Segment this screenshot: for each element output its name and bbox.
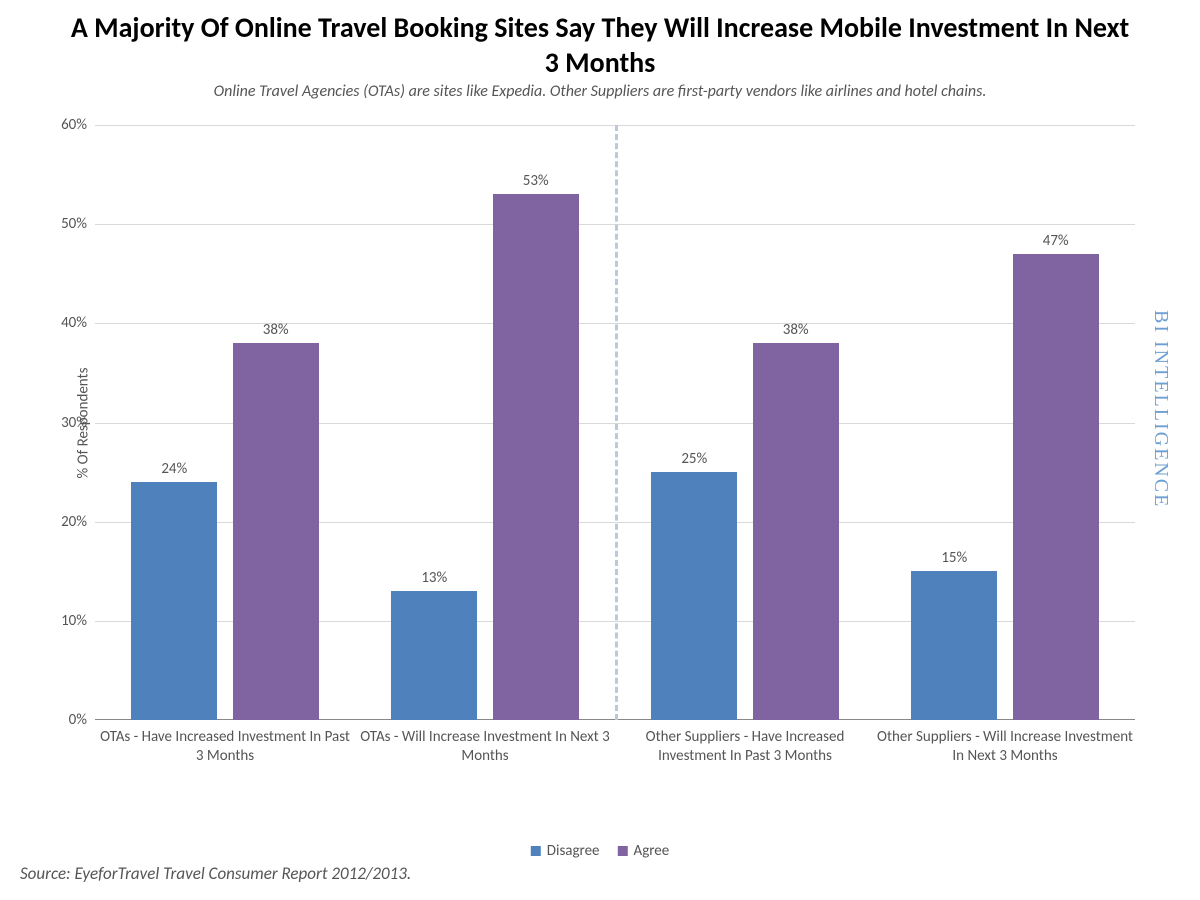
x-tick-label: OTAs - Have Increased Investment In Past… xyxy=(95,720,355,766)
bar: 15% xyxy=(911,571,997,720)
source-text: Source: EyeforTravel Travel Consumer Rep… xyxy=(20,863,411,884)
y-tick-label: 10% xyxy=(61,612,95,630)
legend: Disagree Agree xyxy=(531,842,669,860)
bar: 47% xyxy=(1013,254,1099,720)
legend-label: Agree xyxy=(634,842,670,860)
brand-watermark: BI INTELLIGENCE xyxy=(1149,310,1172,508)
bar-value-label: 13% xyxy=(421,569,447,591)
y-tick-label: 30% xyxy=(61,414,95,432)
bar-value-label: 24% xyxy=(161,460,187,482)
x-tick-label: Other Suppliers - Have Increased Investm… xyxy=(615,720,875,766)
bar-value-label: 38% xyxy=(263,321,289,343)
legend-label: Disagree xyxy=(547,842,600,860)
bar-value-label: 53% xyxy=(523,172,549,194)
chart-subtitle: Online Travel Agencies (OTAs) are sites … xyxy=(10,82,1190,101)
bar: 38% xyxy=(233,343,319,720)
plot-area: 0%10%20%30%40%50%60%24%38%OTAs - Have In… xyxy=(95,125,1135,720)
chart-container: A Majority Of Online Travel Booking Site… xyxy=(10,10,1190,890)
bar: 25% xyxy=(651,472,737,720)
bar: 53% xyxy=(493,194,579,720)
legend-swatch xyxy=(531,846,541,856)
y-tick-label: 20% xyxy=(61,513,95,531)
bar-value-label: 25% xyxy=(681,450,707,472)
bar-value-label: 38% xyxy=(783,321,809,343)
x-tick-label: OTAs - Will Increase Investment In Next … xyxy=(355,720,615,766)
bar-value-label: 47% xyxy=(1043,232,1069,254)
section-divider xyxy=(615,125,618,720)
y-tick-label: 60% xyxy=(61,116,95,134)
legend-swatch xyxy=(618,846,628,856)
bar: 38% xyxy=(753,343,839,720)
y-tick-label: 50% xyxy=(61,215,95,233)
bar-value-label: 15% xyxy=(941,549,967,571)
legend-item: Agree xyxy=(618,842,670,860)
y-tick-label: 40% xyxy=(61,314,95,332)
bar: 24% xyxy=(131,482,217,720)
chart-title: A Majority Of Online Travel Booking Site… xyxy=(10,10,1190,80)
y-tick-label: 0% xyxy=(69,711,95,729)
x-tick-label: Other Suppliers - Will Increase Investme… xyxy=(875,720,1135,766)
legend-item: Disagree xyxy=(531,842,600,860)
bar: 13% xyxy=(391,591,477,720)
